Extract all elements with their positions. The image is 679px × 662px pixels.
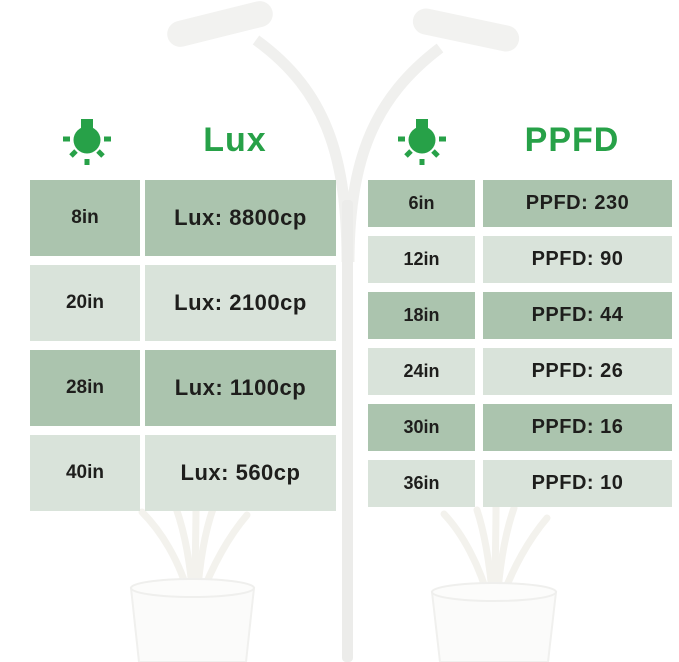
table-row: 8in Lux: 8800cp [30,180,336,256]
lux-title: Lux [203,121,267,159]
lamp-pole [342,200,353,662]
table-row: 18in PPFD: 44 [368,292,672,339]
ppfd-table: 6in PPFD: 230 12in PPFD: 90 18in PPFD: 4… [368,180,672,507]
distance-cell: 24in [368,348,475,395]
distance-cell: 40in [30,435,140,511]
ppfd-title: PPFD [524,121,620,159]
lux-panel: Lux 8in Lux: 8800cp 20in Lux: 2100cp 28i… [30,112,336,520]
pot-right [430,582,558,662]
value-cell: PPFD: 10 [483,460,672,507]
value-cell: PPFD: 230 [483,180,672,227]
distance-cell: 20in [30,265,140,341]
value-cell: PPFD: 26 [483,348,672,395]
pot-left [129,578,256,662]
table-row: 6in PPFD: 230 [368,180,672,227]
distance-cell: 8in [30,180,140,256]
lux-header: Lux [30,112,336,180]
light-bulb-icon [398,119,446,165]
distance-cell: 28in [30,350,140,426]
ppfd-header: PPFD [368,112,672,180]
value-cell: Lux: 1100cp [145,350,336,426]
distance-cell: 30in [368,404,475,451]
table-row: 24in PPFD: 26 [368,348,672,395]
distance-cell: 36in [368,460,475,507]
distance-cell: 6in [368,180,475,227]
table-row: 28in Lux: 1100cp [30,350,336,426]
table-row: 40in Lux: 560cp [30,435,336,511]
value-cell: Lux: 8800cp [145,180,336,256]
table-row: 36in PPFD: 10 [368,460,672,507]
distance-cell: 12in [368,236,475,283]
lux-table: 8in Lux: 8800cp 20in Lux: 2100cp 28in Lu… [30,180,336,511]
value-cell: Lux: 2100cp [145,265,336,341]
value-cell: PPFD: 16 [483,404,672,451]
distance-cell: 18in [368,292,475,339]
lamp-head-right [412,8,520,52]
table-row: 20in Lux: 2100cp [30,265,336,341]
value-cell: PPFD: 90 [483,236,672,283]
lamp-head-left [167,1,273,47]
light-bulb-icon [63,119,111,165]
value-cell: PPFD: 44 [483,292,672,339]
table-row: 30in PPFD: 16 [368,404,672,451]
table-row: 12in PPFD: 90 [368,236,672,283]
value-cell: Lux: 560cp [145,435,336,511]
ppfd-panel: PPFD 6in PPFD: 230 12in PPFD: 90 18in PP… [368,112,672,516]
